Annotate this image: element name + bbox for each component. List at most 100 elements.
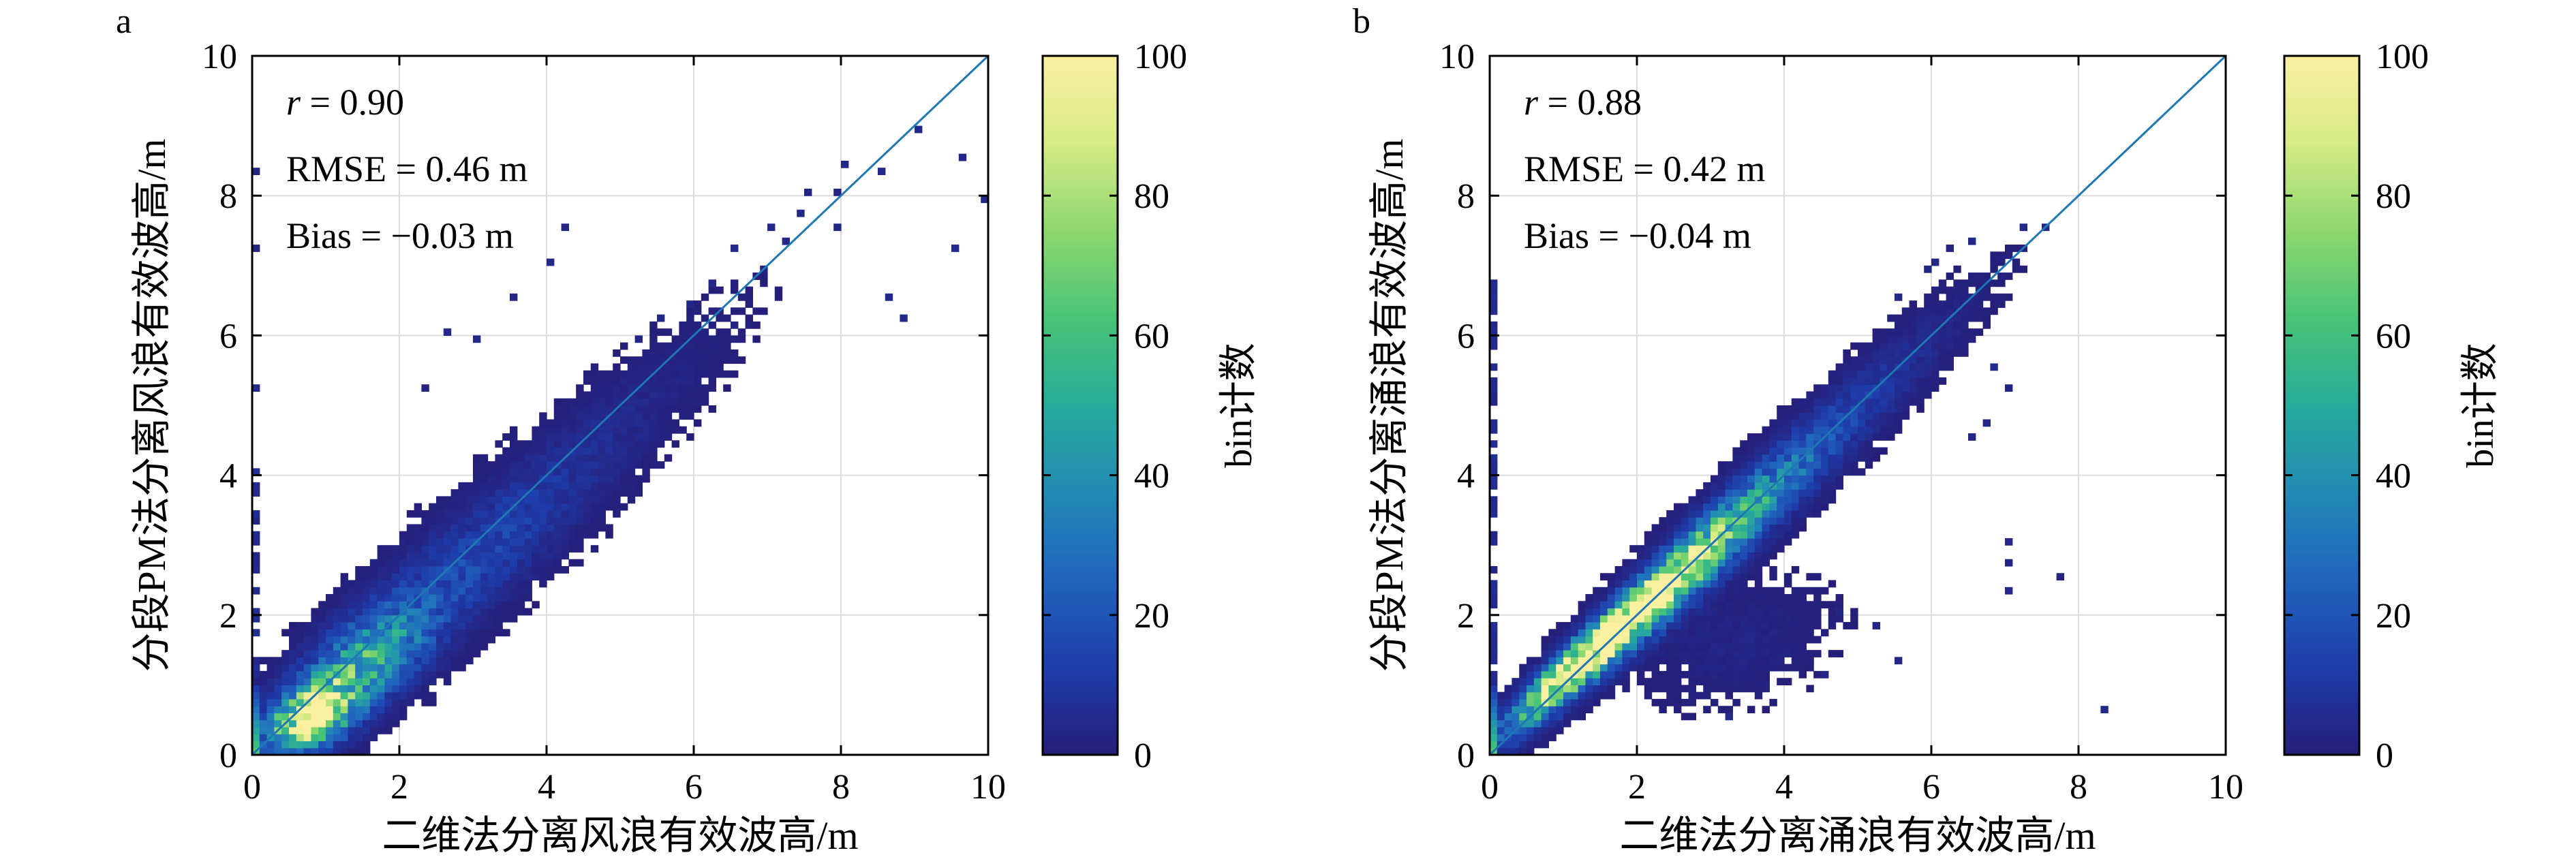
density-bin — [1858, 342, 1866, 350]
colorbar-segment — [2284, 548, 2359, 553]
density-bin — [473, 454, 481, 462]
density-bin — [1784, 678, 1792, 685]
density-bin — [774, 286, 783, 294]
density-bin — [510, 517, 518, 525]
density-bin — [1975, 272, 1984, 280]
density-bin — [510, 565, 518, 574]
density-bin — [1784, 419, 1792, 427]
colorbar-segment — [1043, 104, 1118, 109]
density-bin — [1850, 342, 1858, 350]
density-bin — [399, 664, 408, 672]
colorbar-segment — [1043, 493, 1118, 497]
density-bin — [561, 412, 569, 420]
density-bin — [1703, 489, 1711, 497]
density-bin — [1968, 335, 1976, 343]
density-bin — [1548, 713, 1557, 721]
density-bin — [480, 601, 489, 609]
colorbar-segment — [2284, 713, 2359, 717]
density-bin — [480, 468, 489, 476]
density-bin — [517, 524, 525, 532]
density-bin — [1600, 650, 1608, 657]
density-bin — [377, 573, 385, 581]
density-bin — [1725, 685, 1733, 693]
density-bin — [363, 726, 371, 734]
density-bin — [1578, 678, 1586, 685]
density-bin — [1681, 642, 1689, 651]
density-bin — [613, 510, 621, 518]
density-bin — [598, 510, 606, 518]
density-bin — [1769, 433, 1777, 441]
density-bin — [369, 713, 378, 721]
density-bin — [1777, 629, 1785, 637]
density-bin — [259, 678, 268, 685]
density-bin — [1777, 678, 1785, 685]
colorbar-segment — [2284, 670, 2359, 675]
density-bin — [495, 503, 503, 511]
density-bin — [495, 601, 503, 609]
colorbar-segment — [2284, 370, 2359, 375]
density-bin — [1614, 650, 1623, 657]
colorbar-segment — [1043, 517, 1118, 522]
density-bin — [568, 524, 577, 532]
density-bin — [1762, 685, 1770, 693]
density-bin — [1777, 496, 1785, 504]
density-bin — [252, 706, 260, 714]
density-bin — [480, 510, 489, 518]
density-bin — [1754, 670, 1763, 679]
density-bin — [1732, 698, 1741, 706]
density-bin — [399, 691, 408, 700]
density-bin — [1938, 279, 1947, 287]
density-bin — [1843, 440, 1851, 448]
density-bin — [539, 412, 547, 420]
density-bin — [568, 475, 577, 483]
density-bin — [1754, 565, 1763, 574]
density-bin — [1703, 650, 1711, 657]
density-bin — [620, 377, 628, 385]
density-bin — [480, 614, 489, 623]
colorbar-segment — [1043, 702, 1118, 706]
density-bin — [664, 405, 673, 413]
density-bin — [1953, 349, 1961, 357]
density-bin — [1578, 670, 1586, 679]
density-bin — [502, 496, 510, 504]
density-bin — [289, 657, 297, 665]
density-bin — [532, 552, 540, 560]
density-bin — [1732, 489, 1741, 497]
density-bin — [1813, 419, 1822, 427]
density-bin — [281, 713, 290, 721]
density-bin — [259, 698, 268, 706]
density-bin — [1519, 670, 1527, 679]
density-bin — [274, 747, 282, 755]
colorbar-segment — [2284, 63, 2359, 67]
density-bin — [363, 629, 371, 637]
density-bin — [1850, 377, 1858, 385]
density-bin — [340, 747, 348, 755]
density-bin — [561, 545, 569, 553]
density-bin — [502, 545, 510, 553]
colorbar-segment — [1043, 276, 1118, 281]
density-bin — [671, 363, 679, 371]
density-bin — [1732, 664, 1741, 672]
density-bin — [333, 698, 341, 706]
density-bin — [576, 489, 584, 497]
density-bin — [1512, 706, 1520, 714]
density-bin — [414, 580, 422, 588]
density-bin — [1717, 664, 1726, 672]
density-bin — [1909, 391, 1917, 399]
density-bin — [686, 328, 694, 336]
density-bin — [627, 426, 636, 434]
density-bin — [487, 475, 495, 483]
density-bin — [473, 559, 481, 567]
colorbar-segment — [2284, 311, 2359, 315]
density-bin — [436, 524, 444, 532]
colorbar-segment — [2284, 482, 2359, 486]
density-bin — [590, 545, 599, 553]
density-bin — [1593, 698, 1601, 706]
density-bin — [1717, 706, 1726, 714]
density-bin — [296, 747, 305, 755]
density-bin — [473, 587, 481, 595]
density-bin — [502, 565, 510, 574]
density-bin — [613, 370, 621, 378]
density-bin — [363, 685, 371, 693]
density-bin — [406, 580, 415, 588]
